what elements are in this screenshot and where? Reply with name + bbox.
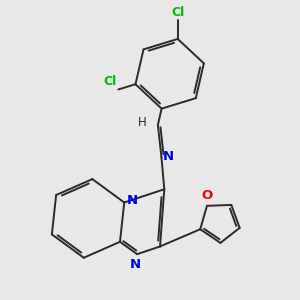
Text: O: O — [201, 189, 213, 202]
Text: N: N — [127, 194, 138, 207]
Text: N: N — [130, 258, 141, 272]
Text: Cl: Cl — [171, 6, 184, 19]
Text: N: N — [163, 149, 174, 163]
Text: H: H — [138, 116, 146, 129]
Text: Cl: Cl — [103, 75, 117, 88]
